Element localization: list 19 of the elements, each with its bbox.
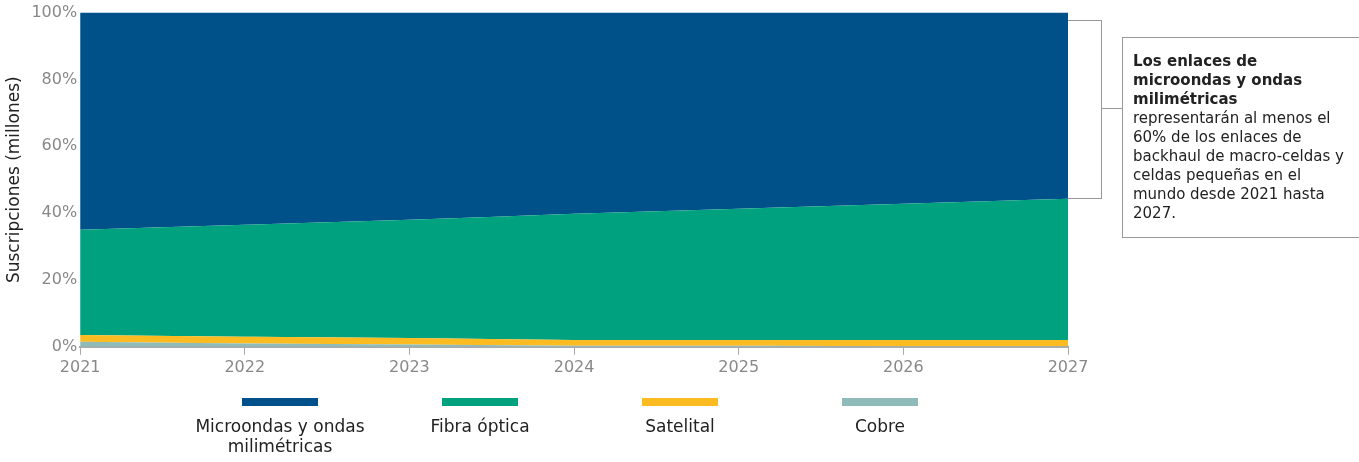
x-tick-label: 2024 [553,356,595,376]
x-tick-label: 2025 [718,356,760,376]
y-tick-label: 60% [41,135,78,155]
legend-label: Fibra óptica [430,416,530,436]
y-tick-label: 0% [51,335,78,355]
y-tick-label: 40% [41,202,78,222]
y-tick-label: 20% [41,269,78,289]
legend-label: Cobre [854,416,906,436]
y-tick-label: 80% [41,68,78,88]
legend-label: Microondas y ondas milimétricas [194,416,366,456]
text: representarán al menos el 60% de los enlaces de backhaul de macro-celdas y celdas pequeñas en el mundo desde 2021 hasta 2027. [1133,109,1345,223]
legend-label: Satelital [645,416,715,436]
y-axis-title: Suscripciones (millones) [2,76,23,284]
x-tick-label: 2027 [1047,356,1089,376]
x-tick-label: 2022 [224,356,266,376]
x-tick-label: 2026 [883,356,924,376]
x-tick-label: 2021 [59,356,101,376]
y-tick-label: 100% [31,1,78,21]
x-tick-label: 2023 [389,356,430,376]
